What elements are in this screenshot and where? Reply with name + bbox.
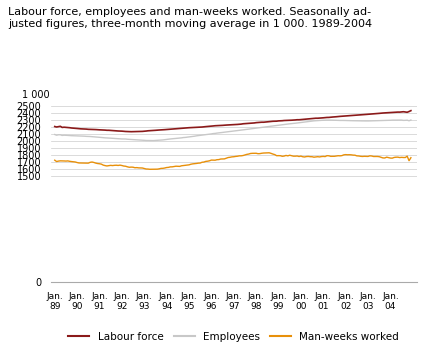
Text: 1 000: 1 000 bbox=[22, 89, 49, 100]
Text: Labour force, employees and man-weeks worked. Seasonally ad-
justed figures, thr: Labour force, employees and man-weeks wo… bbox=[8, 7, 373, 29]
Legend: Labour force, Employees, Man-weeks worked: Labour force, Employees, Man-weeks worke… bbox=[64, 328, 403, 346]
